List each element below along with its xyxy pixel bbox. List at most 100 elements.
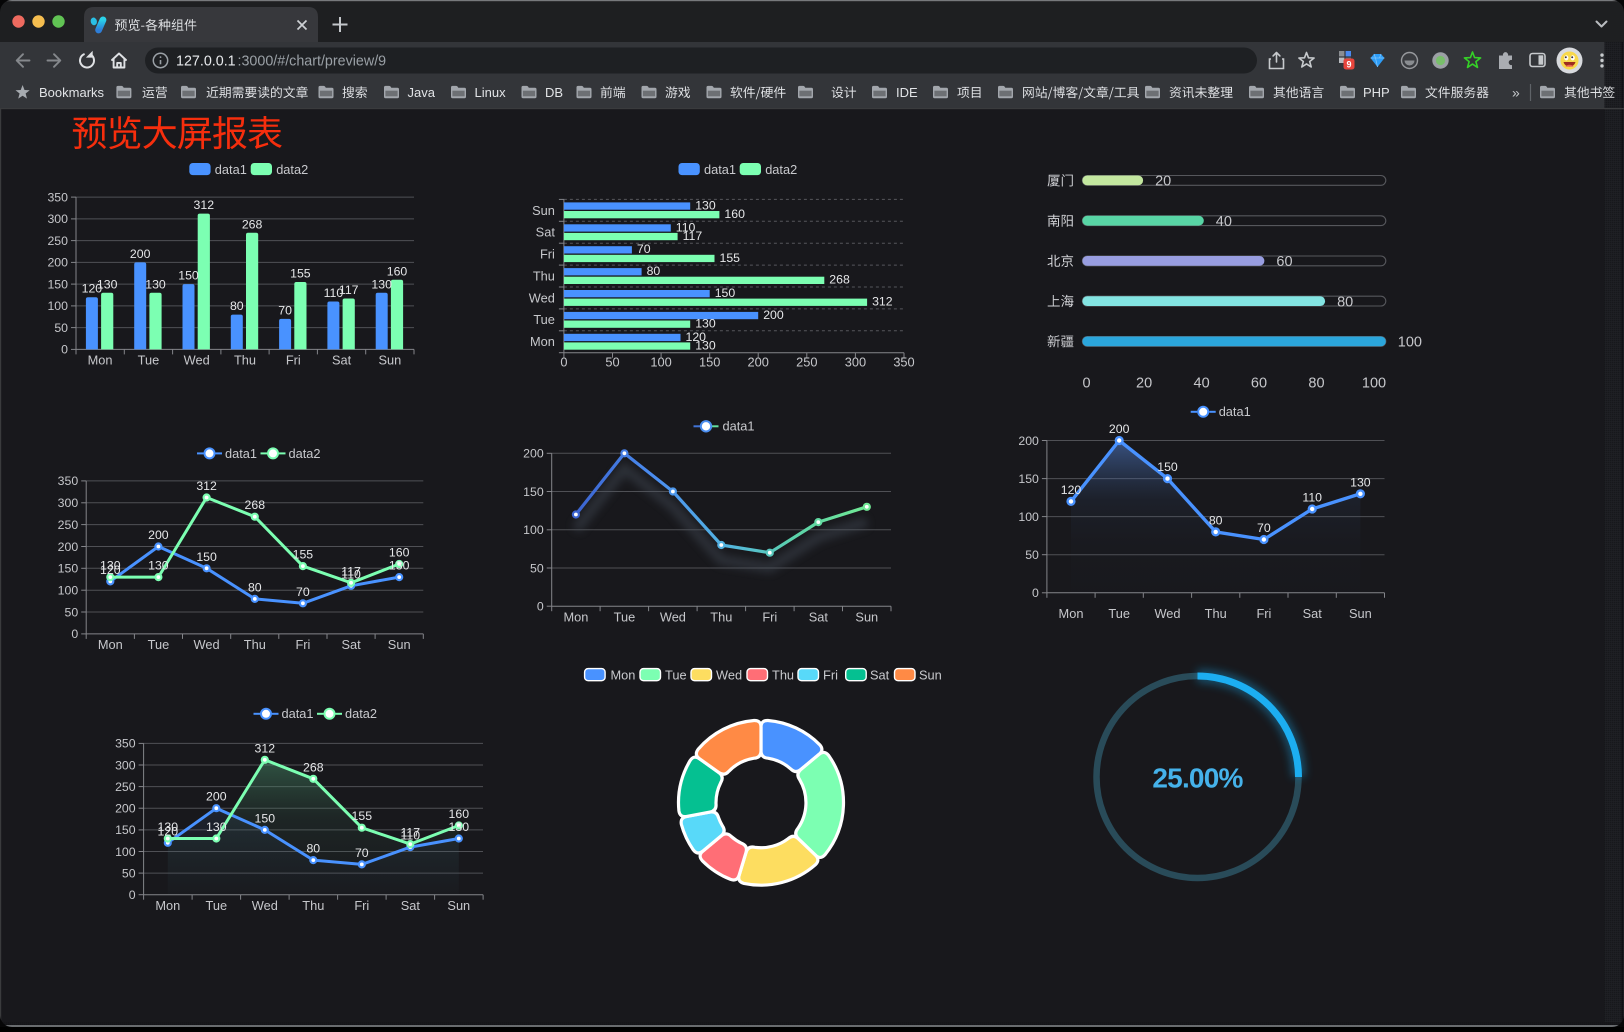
svg-text:117: 117 [400,826,420,840]
svg-text:Tue: Tue [138,352,160,367]
svg-text:150: 150 [58,562,79,576]
svg-text:200: 200 [1109,422,1130,436]
svg-text:Thu: Thu [302,898,324,913]
svg-text:Tue: Tue [614,610,636,625]
svg-text:Mon: Mon [1059,606,1084,621]
svg-text:80: 80 [1209,513,1223,527]
svg-text:data1: data1 [704,162,736,177]
svg-text::3000/#/chart/preview/9: :3000/#/chart/preview/9 [238,53,387,69]
svg-text:200: 200 [130,247,151,261]
svg-text:117: 117 [339,283,359,297]
svg-text:160: 160 [724,207,745,221]
svg-text:0: 0 [71,627,78,641]
svg-text:150: 150 [115,823,136,837]
svg-text:Wed: Wed [716,668,742,683]
svg-text:117: 117 [341,564,361,578]
svg-text:50: 50 [605,355,619,370]
svg-text:268: 268 [242,217,263,231]
svg-text:data2: data2 [765,162,797,177]
svg-text:160: 160 [389,546,410,560]
svg-text:80: 80 [1308,376,1324,392]
svg-text:155: 155 [352,809,373,823]
svg-text:Fri: Fri [354,898,369,913]
svg-text:100: 100 [650,355,671,370]
svg-text:268: 268 [303,760,324,774]
svg-text:155: 155 [720,251,741,265]
svg-text:70: 70 [1257,521,1271,535]
svg-text:Wed: Wed [194,637,220,652]
svg-text:130: 130 [695,198,716,212]
svg-text:80: 80 [306,842,320,856]
svg-text:268: 268 [829,273,850,287]
svg-text:Mon: Mon [530,334,555,349]
svg-text:data1: data1 [225,446,257,461]
svg-text:Bookmarks: Bookmarks [39,85,105,100]
svg-text:150: 150 [1157,460,1178,474]
svg-text:50: 50 [530,561,544,575]
svg-text:350: 350 [893,355,914,370]
svg-text:200: 200 [115,802,136,816]
svg-text:70: 70 [296,585,310,599]
svg-text:300: 300 [47,212,68,226]
svg-text:Wed: Wed [1154,606,1180,621]
svg-text:Mon: Mon [611,668,636,683]
svg-text:20: 20 [1136,376,1152,392]
svg-text:Fri: Fri [823,668,838,683]
svg-text:200: 200 [58,540,79,554]
svg-text:100: 100 [1362,376,1386,392]
svg-text:Tue: Tue [148,637,170,652]
svg-text:80: 80 [230,299,244,313]
svg-text:Thu: Thu [772,668,794,683]
svg-text:70: 70 [355,846,369,860]
svg-text:Tue: Tue [1108,606,1130,621]
svg-text:150: 150 [255,811,276,825]
svg-text:130: 130 [97,277,118,291]
svg-text:120: 120 [1061,483,1082,497]
svg-text:130: 130 [389,559,410,573]
svg-text:Tue: Tue [533,312,555,327]
svg-text:data2: data2 [345,706,377,721]
svg-text:Sat: Sat [401,898,421,913]
svg-text:250: 250 [115,780,136,794]
svg-text:PHP: PHP [1363,85,1390,100]
svg-text:200: 200 [763,308,784,322]
svg-text:Thu: Thu [710,610,732,625]
svg-text:Wed: Wed [184,352,210,367]
svg-text:312: 312 [872,295,893,309]
svg-text:130: 130 [1350,475,1371,489]
svg-text:100: 100 [523,523,544,537]
svg-text:50: 50 [65,605,79,619]
svg-text:150: 150 [47,277,68,291]
svg-text:60: 60 [1251,376,1267,392]
svg-text:200: 200 [1018,434,1039,448]
svg-text:150: 150 [178,269,199,283]
svg-text:Sat: Sat [332,352,352,367]
svg-text:»: » [1512,85,1520,101]
svg-text:80: 80 [248,580,262,594]
svg-text:50: 50 [1025,548,1039,562]
svg-text:80: 80 [647,264,661,278]
svg-text:350: 350 [58,474,79,488]
svg-text:Thu: Thu [533,268,555,283]
svg-text:0: 0 [1032,586,1039,600]
svg-text:0: 0 [1083,376,1091,392]
svg-text:117: 117 [683,229,703,243]
svg-text:IDE: IDE [896,85,918,100]
svg-text:250: 250 [796,355,817,370]
svg-text:127.0.0.1: 127.0.0.1 [176,53,236,69]
svg-text:0: 0 [61,343,68,357]
svg-text:Tue: Tue [665,668,687,683]
svg-text:60: 60 [1276,254,1292,270]
svg-text:70: 70 [278,303,292,317]
svg-text:155: 155 [293,548,314,562]
svg-text:data1: data1 [723,419,755,434]
svg-text:300: 300 [845,355,866,370]
svg-text:160: 160 [387,264,408,278]
svg-text:Sun: Sun [379,352,402,367]
svg-text:300: 300 [58,496,79,510]
svg-text:50: 50 [122,866,136,880]
svg-text:250: 250 [47,234,68,248]
svg-text:130: 130 [100,559,121,573]
svg-text:Sun: Sun [919,668,942,683]
svg-text:Sun: Sun [855,610,878,625]
